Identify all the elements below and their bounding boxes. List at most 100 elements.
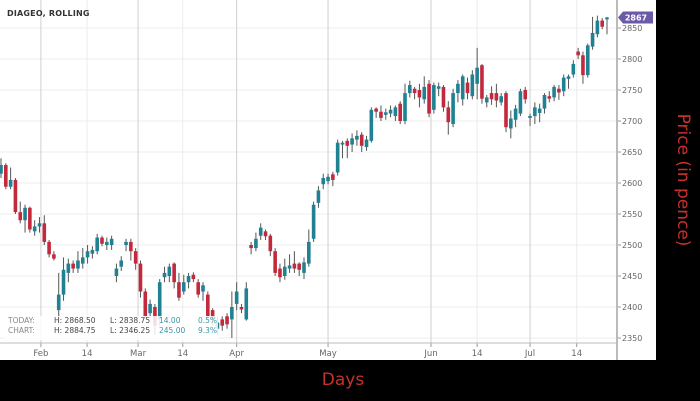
candle-body [268,235,273,252]
x-tick-label: Jun [423,349,437,359]
candle-body [18,212,23,221]
candle [364,135,369,151]
candle-body [585,45,590,76]
candle [282,258,287,280]
candle [590,16,595,50]
today-low: L: 2838.75 [110,316,151,325]
candle-body [80,257,85,264]
candle-body [66,263,71,273]
today-high: H: 2868.50 [54,316,96,325]
candle [172,262,176,289]
candle [143,288,148,320]
candle [585,43,590,78]
chart-label: CHART: [8,326,35,335]
y-axis-label: Price (in pence) [673,113,693,247]
candle [504,91,508,133]
candle-body [509,118,513,129]
candle [552,85,556,102]
summary-today: TODAY: H: 2868.50 L: 2838.75 14.00 0.5% [4,316,218,326]
candle [465,77,470,100]
candle-body [234,291,239,304]
candle [311,201,316,242]
candle [403,83,407,125]
candle-body [600,20,604,27]
today-label: TODAY: [8,316,35,325]
candle-body [201,285,205,292]
candle-body [446,107,451,123]
candle-body [590,32,595,47]
candle [557,85,561,100]
candle-body [494,93,499,101]
candle-body [181,282,186,292]
candle-body [162,272,167,278]
candle-body [311,204,316,239]
candle [273,248,277,276]
candle-body [393,107,398,117]
candle-body [316,190,321,203]
candle [119,256,124,272]
candle [18,201,23,224]
y-tick-label: 2350 [622,334,642,343]
candle [600,18,604,30]
candle [148,299,152,319]
candle [513,104,518,128]
candle [374,107,378,118]
chart-high: H: 2884.75 [54,326,96,335]
candle-body [297,263,301,270]
candle-body [124,241,128,245]
candle [379,105,383,121]
candle [509,110,513,139]
candle-body [61,269,66,295]
candle-body [172,263,176,283]
candle [335,139,340,176]
candle-body [230,307,234,320]
candle [287,254,292,273]
candle-body [465,82,470,94]
y-tick-label: 2850 [622,24,642,33]
candle [566,74,571,89]
candle [138,260,143,298]
candle-body [542,94,547,109]
candle-body [52,254,56,259]
candle [412,86,417,100]
candle [436,82,441,97]
candle [456,80,460,103]
candle-body [571,63,576,75]
candle [66,258,71,283]
candle-body [369,109,374,141]
candle-body [177,282,181,298]
candle-body [100,237,104,244]
candle-body [249,245,253,249]
candle-body [225,316,229,325]
candle [359,132,364,152]
candle-body [23,207,27,221]
candle [37,217,42,233]
candle-body [47,241,51,255]
candle-body [76,260,80,269]
candle [95,233,99,255]
candle [206,291,210,320]
today-pct: 0.5% [198,316,218,325]
candle-body [518,91,523,114]
candle [422,76,427,104]
candle [196,279,200,298]
candle-body [547,96,552,99]
candle [427,80,431,118]
candle-body [552,86,556,98]
last-price-label: 2867 [625,13,647,22]
x-tick-label: May [319,349,337,359]
candle-body [422,86,427,100]
candle [494,83,499,108]
candle-body [350,138,354,145]
candle [23,204,27,233]
candle-body [576,51,580,56]
candle-body [456,83,460,94]
candle-body [278,268,282,278]
candle [331,171,335,187]
candle-body [186,276,191,283]
candle-body [331,174,335,180]
candle [460,74,465,106]
candle [258,223,263,241]
candle-body [326,176,330,182]
candle [470,70,475,100]
